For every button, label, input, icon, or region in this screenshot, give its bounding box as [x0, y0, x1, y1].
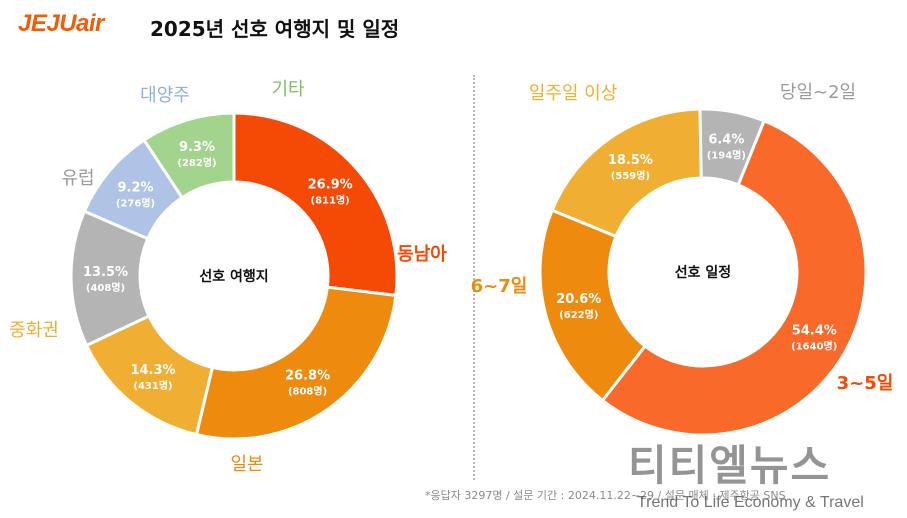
watermark-english: Trend To Life Economy & Travel [637, 494, 864, 511]
schedule-pct-label-일주일-이상: 18.5% [608, 153, 653, 168]
schedule-pct-label-3-5일: 54.4% [792, 323, 837, 338]
page-title: 2025년 선호 여행지 및 일정 [150, 17, 400, 41]
destination-pct-label-기타: 9.3% [179, 140, 215, 155]
destination-category-label-대양주: 대양주 [140, 85, 190, 106]
chart-divider [473, 75, 475, 480]
schedule-category-label-일주일-이상: 일주일 이상 [529, 83, 618, 104]
destination-pct-label-일본: 26.8% [285, 368, 330, 383]
destination-category-label-중화권: 중화권 [9, 320, 59, 341]
destination-category-label-유럽: 유럽 [61, 168, 94, 189]
schedule-count-label-6-7일: (622명) [559, 308, 598, 321]
destination-category-label-일본: 일본 [230, 454, 263, 475]
schedule-category-label-당일-2일: 당일~2일 [780, 82, 856, 103]
schedule-center-label: 선호 일정 [675, 264, 731, 281]
watermark-korean: 티티엘뉴스 [628, 441, 832, 490]
destination-count-label-동남아: (811명) [311, 194, 350, 207]
survey-footnote: *응답자 3297명 / 설문 기간 : 2024.11.22~29 / 설문 … [425, 489, 786, 502]
jejuair-logo: JEJUair [18, 10, 104, 37]
destination-count-label-대양주: (276명) [116, 196, 155, 209]
destination-count-label-일본: (808명) [288, 384, 327, 397]
destination-count-label-기타: (282명) [177, 156, 216, 169]
destination-pct-label-동남아: 26.9% [308, 178, 353, 193]
schedule-pct-label-6-7일: 20.6% [556, 292, 601, 307]
destination-count-label-유럽: (408명) [86, 281, 125, 294]
destination-slice-기타 [142, 111, 236, 200]
schedule-category-label-6-7일: 6~7일 [471, 276, 528, 297]
destination-category-label-동남아: 동남아 [397, 244, 447, 265]
schedule-slice-당일-2일 [698, 107, 767, 187]
schedule-count-label-당일-2일: (194명) [707, 149, 746, 162]
schedule-slice-3-5일 [600, 118, 868, 437]
destination-pct-label-중화권: 14.3% [130, 363, 175, 378]
destination-category-label-기타: 기타 [271, 79, 305, 100]
destination-slice-일본 [194, 285, 398, 441]
schedule-count-label-3-5일: (1640명) [791, 339, 837, 352]
destination-slice-동남아 [232, 111, 399, 298]
destination-pct-label-대양주: 9.2% [117, 180, 153, 195]
destination-center-label: 선호 여행지 [199, 268, 268, 285]
schedule-pct-label-당일-2일: 6.4% [708, 133, 744, 148]
schedule-category-label-3-5일: 3~5일 [837, 373, 894, 394]
schedule-donut-chart: 54.4%(1640명) 3~5일 20.6%(622명) 6~7일 18.5%(559… [471, 82, 894, 437]
destination-count-label-중화권: (431명) [133, 379, 172, 392]
schedule-count-label-일주일-이상: (559명) [611, 169, 650, 182]
destination-pct-label-유럽: 13.5% [83, 265, 128, 280]
destination-donut-chart: 26.9%(811명) 동남아 26.8%(808명) 일본 14.3%(431명) 중화… [9, 79, 447, 475]
